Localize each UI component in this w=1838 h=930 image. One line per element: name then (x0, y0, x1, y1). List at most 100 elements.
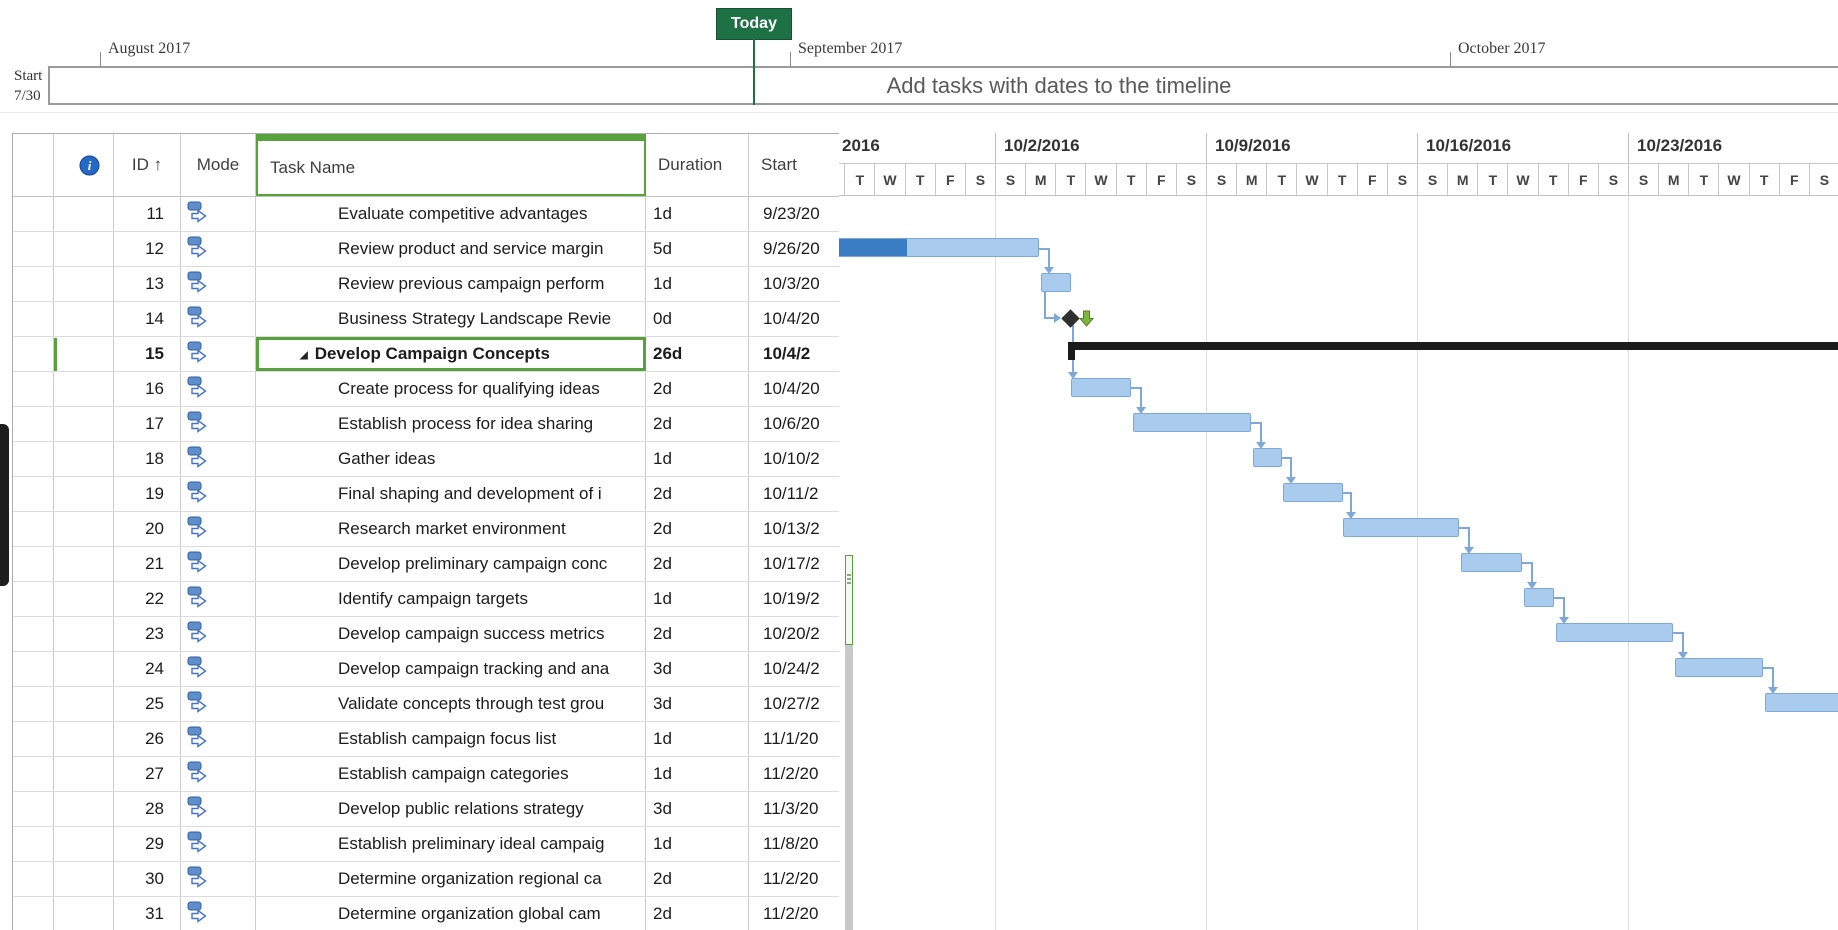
mode-cell[interactable] (181, 407, 256, 441)
duration-cell[interactable]: 2d (646, 547, 749, 581)
gutter-cell[interactable] (13, 337, 54, 371)
gantt-day-cell[interactable]: W (874, 163, 905, 196)
start-cell[interactable]: 10/4/20 (749, 302, 839, 336)
mode-cell[interactable] (181, 547, 256, 581)
mode-cell[interactable] (181, 652, 256, 686)
gantt-milestone-14[interactable] (1060, 309, 1080, 328)
name-cell[interactable]: Review product and service margin (256, 232, 646, 266)
gantt-day-cell[interactable]: T (1326, 163, 1357, 196)
info-cell[interactable] (54, 337, 114, 371)
column-header-info[interactable]: i (54, 134, 114, 196)
start-cell[interactable]: 10/4/2 (749, 337, 839, 371)
mode-cell[interactable] (181, 827, 256, 861)
gantt-day-cell[interactable]: W (1718, 163, 1749, 196)
id-cell[interactable]: 31 (114, 897, 181, 930)
gutter-cell[interactable] (13, 687, 54, 721)
gutter-cell[interactable] (13, 897, 54, 930)
mode-cell[interactable] (181, 477, 256, 511)
column-header-duration[interactable]: Duration (646, 134, 749, 196)
duration-cell[interactable]: 5d (646, 232, 749, 266)
gantt-day-cell[interactable]: F (1145, 163, 1176, 196)
gantt-day-cell[interactable]: S (1417, 163, 1448, 196)
duration-cell[interactable]: 2d (646, 407, 749, 441)
start-cell[interactable]: 10/13/2 (749, 512, 839, 546)
gantt-day-cell[interactable]: W (1085, 163, 1116, 196)
name-cell[interactable]: Establish campaign focus list (256, 722, 646, 756)
info-cell[interactable] (54, 617, 114, 651)
gantt-day-cell[interactable]: F (1778, 163, 1809, 196)
name-cell[interactable]: ◢ Develop Campaign Concepts (256, 337, 646, 371)
gantt-day-cell[interactable]: S (995, 163, 1026, 196)
duration-cell[interactable]: 26d (646, 337, 749, 371)
gantt-day-cell[interactable]: W (1296, 163, 1327, 196)
gantt-bar-task-13[interactable] (1041, 273, 1071, 292)
mode-cell[interactable] (181, 757, 256, 791)
id-cell[interactable]: 24 (114, 652, 181, 686)
gantt-day-cell[interactable]: S (1808, 163, 1838, 196)
name-cell[interactable]: Determine organization regional ca (256, 862, 646, 896)
gantt-day-cell[interactable]: T (1537, 163, 1568, 196)
gantt-day-cell[interactable]: S (1206, 163, 1237, 196)
id-cell[interactable]: 27 (114, 757, 181, 791)
gantt-day-cell[interactable]: T (1688, 163, 1719, 196)
start-cell[interactable]: 10/19/2 (749, 582, 839, 616)
info-cell[interactable] (54, 722, 114, 756)
start-cell[interactable]: 9/26/20 (749, 232, 839, 266)
info-cell[interactable] (54, 302, 114, 336)
name-cell[interactable]: Determine organization global cam (256, 897, 646, 930)
id-cell[interactable]: 30 (114, 862, 181, 896)
name-cell[interactable]: Research market environment (256, 512, 646, 546)
column-header-gutter[interactable] (13, 134, 54, 196)
gutter-cell[interactable] (13, 792, 54, 826)
mode-cell[interactable] (181, 267, 256, 301)
start-cell[interactable]: 11/1/20 (749, 722, 839, 756)
info-cell[interactable] (54, 792, 114, 826)
info-cell[interactable] (54, 687, 114, 721)
info-cell[interactable] (54, 862, 114, 896)
info-cell[interactable] (54, 512, 114, 546)
name-cell[interactable]: Evaluate competitive advantages (256, 197, 646, 231)
gantt-bar-task-22[interactable] (1524, 588, 1554, 607)
gantt-bar-task-18[interactable] (1253, 448, 1282, 467)
duration-cell[interactable]: 1d (646, 267, 749, 301)
gantt-day-cell[interactable]: S (1175, 163, 1206, 196)
duration-cell[interactable]: 1d (646, 197, 749, 231)
gantt-day-cell[interactable]: M (1025, 163, 1056, 196)
name-cell[interactable]: Develop preliminary campaign conc (256, 547, 646, 581)
info-cell[interactable] (54, 442, 114, 476)
collapse-triangle-icon[interactable]: ◢ (300, 349, 308, 361)
gutter-cell[interactable] (13, 372, 54, 406)
screen-edge-handle[interactable] (0, 424, 9, 586)
info-cell[interactable] (54, 757, 114, 791)
column-header-start[interactable]: Start (749, 134, 839, 196)
info-cell[interactable] (54, 652, 114, 686)
info-cell[interactable] (54, 197, 114, 231)
grid-scrollbar-thumb[interactable] (845, 555, 853, 645)
gantt-day-cell[interactable]: F (1356, 163, 1387, 196)
id-cell[interactable]: 15 (114, 337, 181, 371)
info-cell[interactable] (54, 267, 114, 301)
mode-cell[interactable] (181, 722, 256, 756)
gantt-bar-task-23[interactable] (1556, 623, 1673, 642)
gutter-cell[interactable] (13, 512, 54, 546)
start-cell[interactable]: 10/17/2 (749, 547, 839, 581)
gutter-cell[interactable] (13, 862, 54, 896)
gantt-bar-task-12[interactable] (839, 238, 1039, 257)
duration-cell[interactable]: 1d (646, 442, 749, 476)
gutter-cell[interactable] (13, 722, 54, 756)
column-header-mode[interactable]: Mode (181, 134, 256, 196)
name-cell[interactable]: Establish preliminary ideal campaig (256, 827, 646, 861)
id-cell[interactable]: 23 (114, 617, 181, 651)
duration-cell[interactable]: 1d (646, 722, 749, 756)
column-header-id[interactable]: ID ↑ (114, 134, 181, 196)
duration-cell[interactable]: 3d (646, 792, 749, 826)
gantt-bar-task-24[interactable] (1675, 658, 1763, 677)
duration-cell[interactable]: 2d (646, 512, 749, 546)
start-cell[interactable]: 10/10/2 (749, 442, 839, 476)
gantt-day-cell[interactable]: S (1386, 163, 1417, 196)
timeline-add-tasks-bar[interactable]: Add tasks with dates to the timeline (48, 66, 1838, 105)
duration-cell[interactable]: 1d (646, 582, 749, 616)
duration-cell[interactable]: 2d (646, 477, 749, 511)
gutter-cell[interactable] (13, 757, 54, 791)
gantt-day-cell[interactable]: M (1447, 163, 1478, 196)
